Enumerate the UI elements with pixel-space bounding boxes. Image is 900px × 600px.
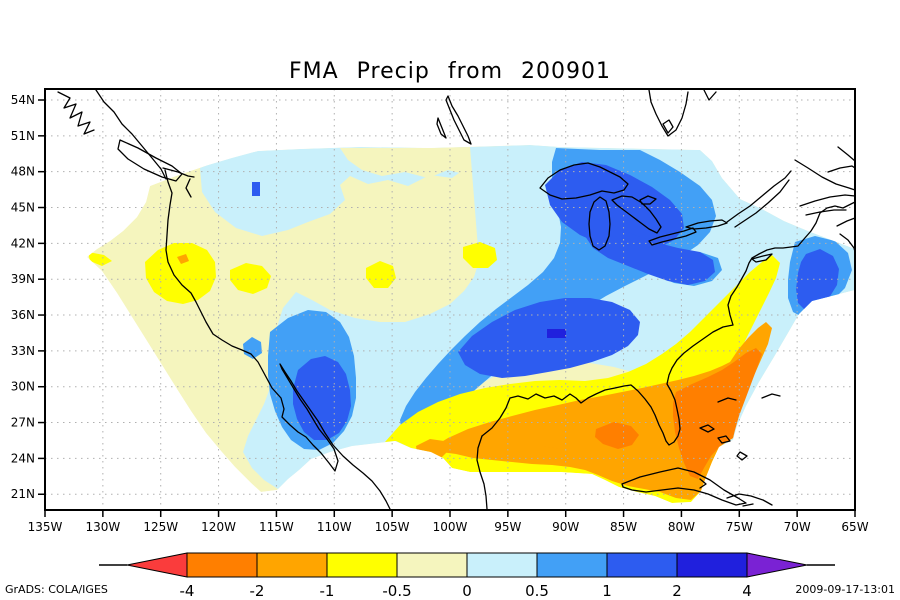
shading-layer (87, 145, 855, 503)
colorbar-segment (256, 552, 328, 578)
lat-tick-label: 45N (11, 201, 35, 215)
coast-long-island (751, 253, 773, 263)
lon-tick-label: 90W (552, 520, 579, 534)
colorbar-left-arrow (126, 552, 188, 578)
coast-bahamas (699, 393, 781, 461)
lon-tick-label: 80W (668, 520, 695, 534)
colorbar-segment (536, 552, 608, 578)
colorbar-label: 0.5 (525, 582, 549, 600)
colorbar-label: 2 (672, 582, 682, 600)
coast-newfoundland (827, 146, 856, 173)
plot-title: FMA Precip from 200901 (289, 59, 611, 84)
coast-alaska-panhandle (57, 91, 95, 135)
lon-tick-label: 95W (494, 520, 521, 534)
lat-tick-label: 33N (11, 344, 35, 358)
lon-tick-label: 120W (201, 520, 236, 534)
coast-st-lawrence (726, 159, 856, 228)
coast-lake-michigan (588, 196, 611, 251)
coast-cuba (621, 467, 747, 506)
lat-tick-label: 24N (11, 451, 35, 465)
coast-west-coast-baja (162, 167, 391, 510)
lon-tick-label: 70W (784, 520, 811, 534)
colorbar-segment (606, 552, 678, 578)
lon-tick-label: 85W (610, 520, 637, 534)
coast-mexico-gulf (476, 435, 488, 510)
coast-us-gulf-east (481, 201, 856, 446)
colorbar-segment (396, 552, 468, 578)
coast-vancouver-island (117, 139, 183, 182)
colorbar-segment (186, 552, 258, 578)
timestamp: 2009-09-17-13:01 (795, 583, 895, 596)
colorbar-label: -4 (180, 582, 195, 600)
coast-lake-ontario (685, 219, 728, 230)
colorbar-label: -0.5 (382, 582, 411, 600)
colorbar-label: -2 (250, 582, 265, 600)
colorbar-segment (676, 552, 748, 578)
coast-lake-huron (611, 195, 662, 234)
colorbar-label: -1 (320, 582, 335, 600)
colorbar-segment (326, 552, 398, 578)
lat-tick-label: 27N (11, 416, 35, 430)
coast-bc-mainland (95, 89, 167, 180)
lat-tick-label: 30N (11, 380, 35, 394)
plot-frame (44, 88, 856, 511)
lat-tick-label: 39N (11, 272, 35, 286)
coast-hispaniola (726, 493, 773, 507)
lon-tick-label: 135W (28, 520, 63, 534)
coastline-layer (57, 89, 856, 510)
colorbar-right-arrow (746, 552, 808, 578)
lon-tick-label: 110W (317, 520, 352, 534)
colorbar-label: 1 (602, 582, 612, 600)
lon-tick-label: 130W (85, 520, 120, 534)
coast-lake-winnipeg (436, 95, 472, 145)
lon-tick-label: 100W (433, 520, 468, 534)
lon-tick-label: 65W (841, 520, 868, 534)
lon-tick-label: 115W (259, 520, 294, 534)
lon-tick-label: 125W (143, 520, 178, 534)
lon-tick-label: 105W (375, 520, 410, 534)
lat-tick-label: 48N (11, 165, 35, 179)
coast-lake-superior (539, 162, 629, 200)
axes-layer: 54N 51N 48N 45N 42N 39N 36N 33N 30N 27N 24N 21N 135W… (11, 93, 869, 534)
colorbar-segment (466, 552, 538, 578)
colorbar-label: 4 (742, 582, 752, 600)
lat-tick-label: 36N (11, 308, 35, 322)
coast-james-bay (648, 89, 717, 137)
lat-tick-label: 51N (11, 129, 35, 143)
grads-credit: GrADS: COLA/IGES (5, 583, 108, 596)
lat-tick-label: 42N (11, 236, 35, 250)
graticule-layer (44, 89, 856, 510)
lon-tick-label: 75W (726, 520, 753, 534)
colorbar: -4 -2 -1 -0.5 0 0.5 1 2 4 (99, 552, 835, 600)
colorbar-label: 0 (462, 582, 472, 600)
coast-lake-erie (648, 227, 697, 246)
lat-tick-label: 21N (11, 487, 35, 501)
lat-tick-label: 54N (11, 93, 35, 107)
